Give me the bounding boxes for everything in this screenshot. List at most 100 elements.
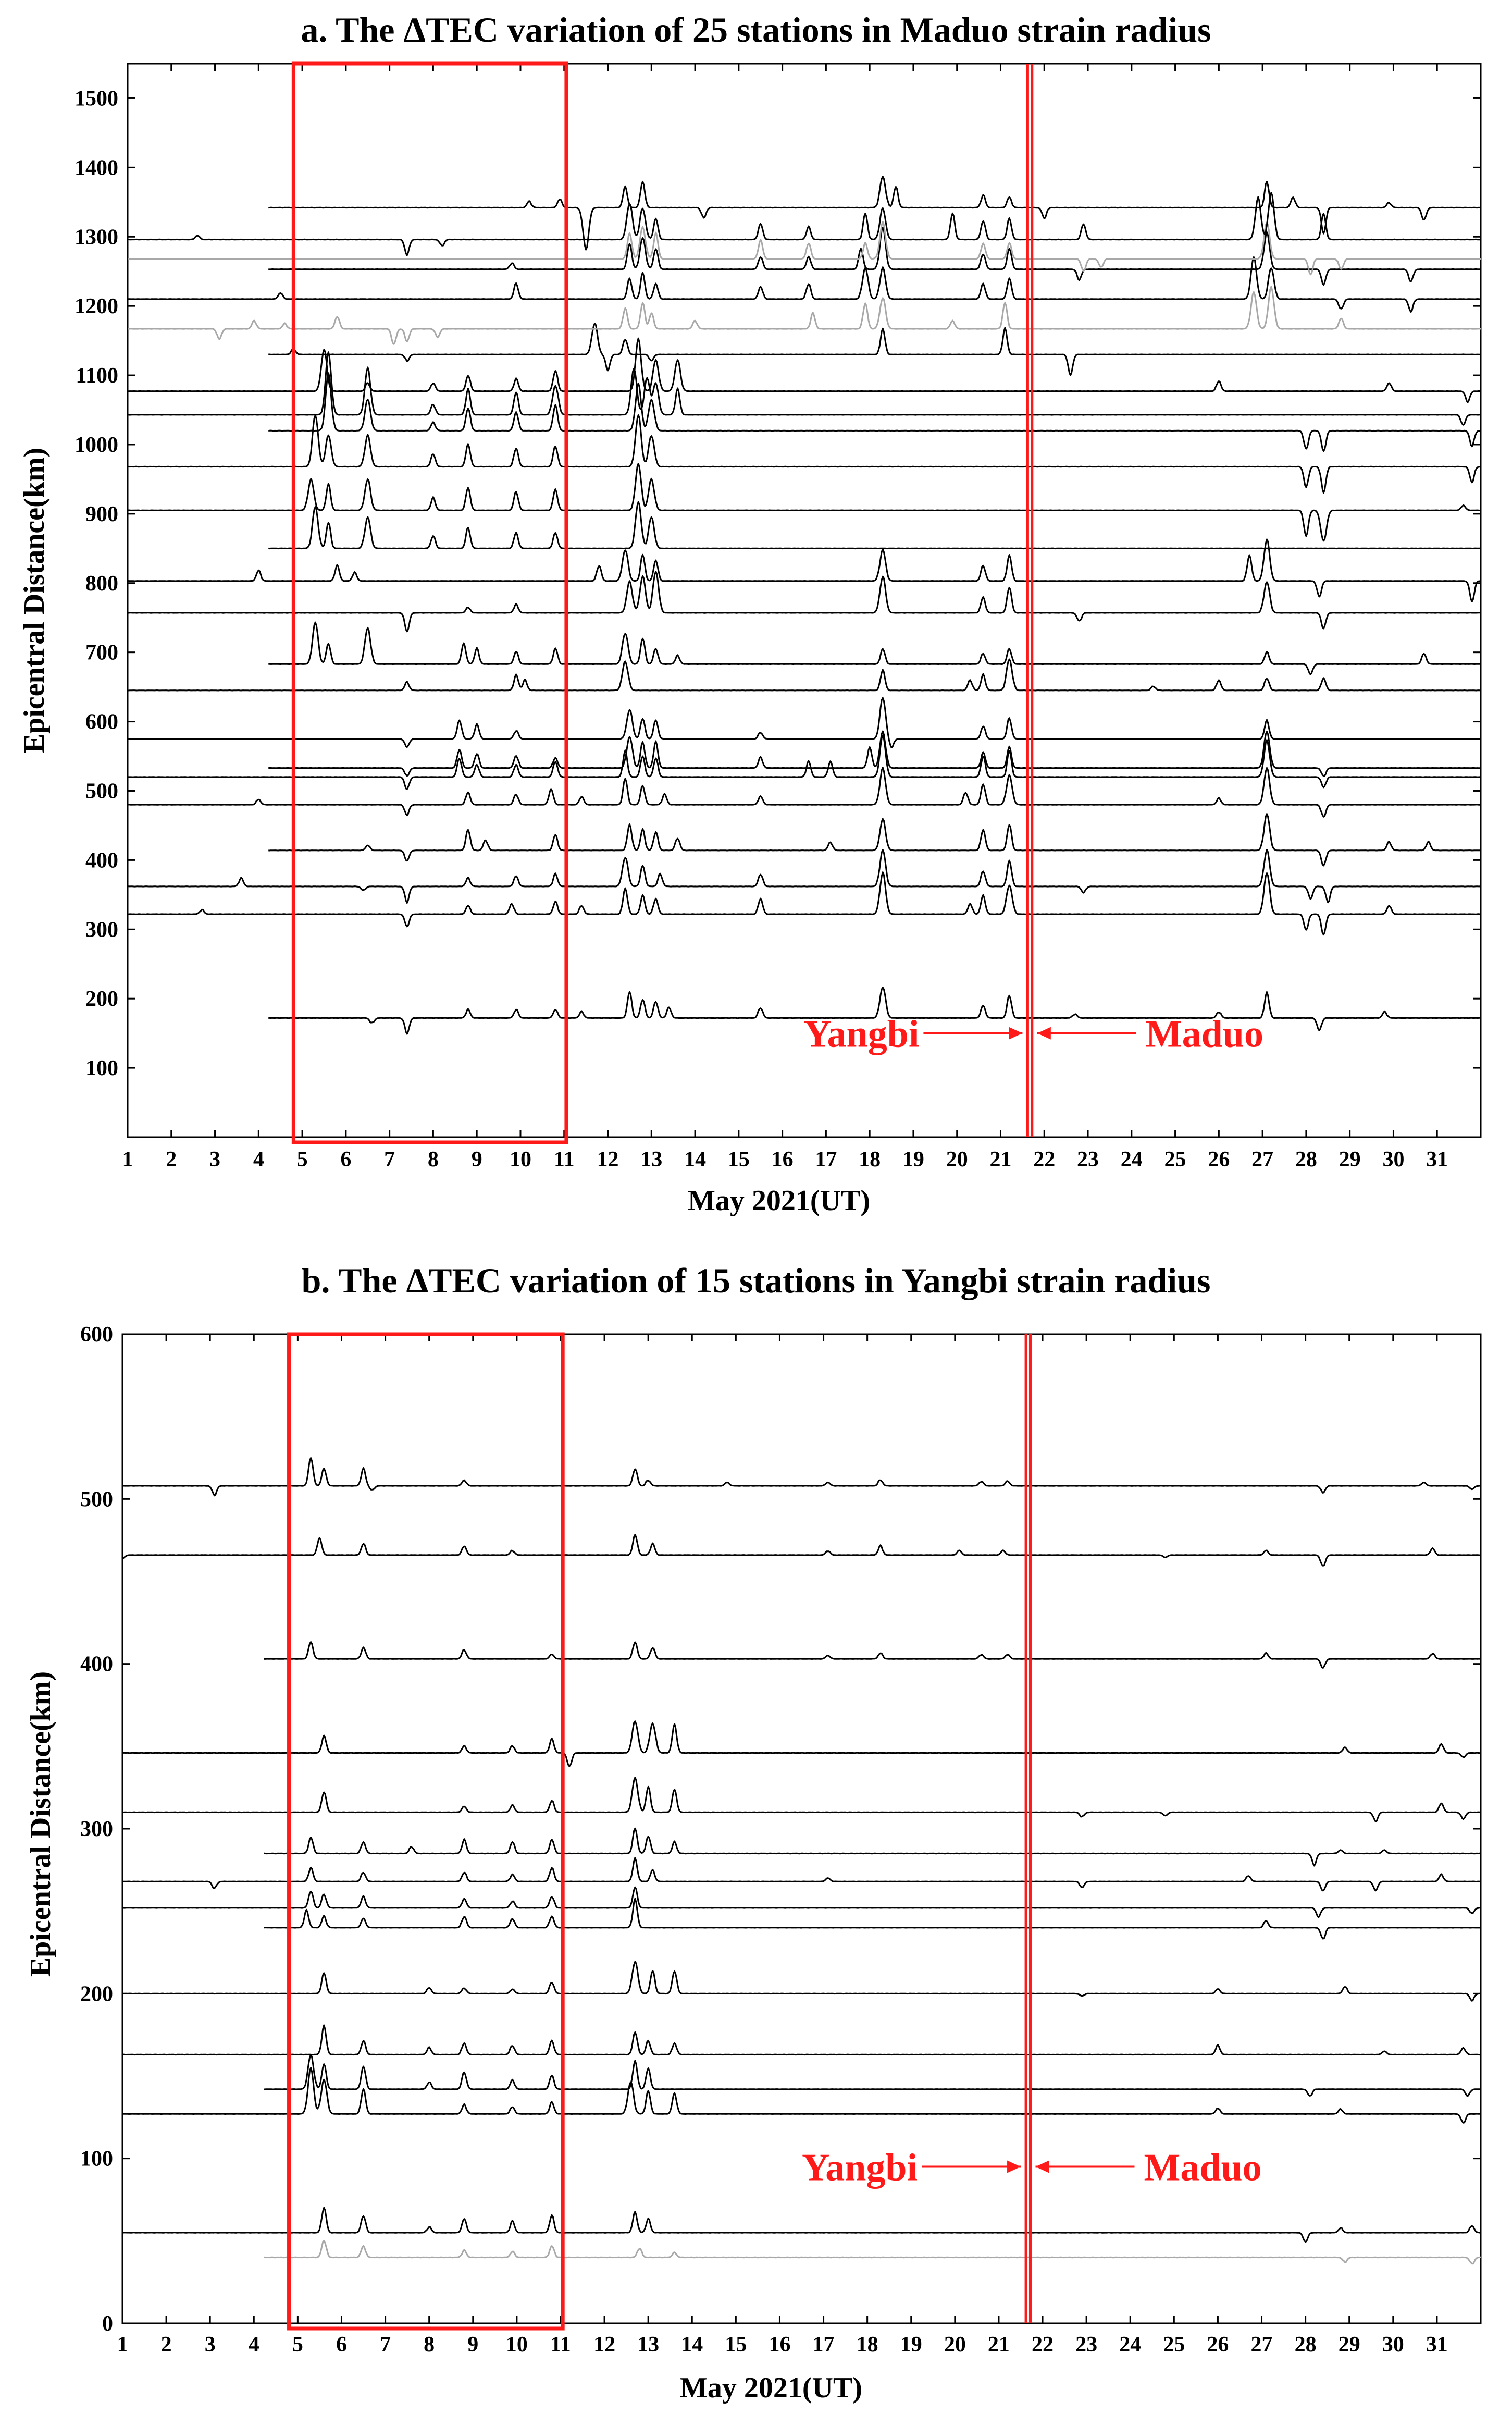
x-tick-label: 24	[1121, 1148, 1143, 1172]
y-tick-label: 200	[80, 1982, 113, 2006]
y-tick-label: 1400	[75, 156, 118, 180]
x-tick-label: 23	[1075, 2333, 1097, 2357]
station-trace	[127, 256, 1481, 313]
y-tick-label: 1500	[75, 87, 118, 110]
station-trace	[127, 221, 1481, 276]
station-trace	[264, 1641, 1481, 1669]
y-tick-label: 1200	[75, 294, 118, 318]
x-tick-label: 25	[1164, 1148, 1186, 1172]
yangbi-label: Yangbi	[803, 1013, 919, 1056]
station-trace	[122, 1961, 1481, 2002]
highlight-box	[291, 61, 568, 1144]
y-tick-label: 100	[85, 1056, 118, 1080]
x-tick-label: 21	[988, 2333, 1010, 2357]
x-tick-label: 10	[506, 2333, 528, 2357]
yangbi-label: Yangbi	[802, 2146, 918, 2189]
panel-b-x-axis-label: May 2021(UT)	[680, 2372, 862, 2404]
y-tick-label: 700	[85, 641, 118, 665]
station-trace	[127, 463, 1481, 542]
x-tick-label: 9	[472, 1148, 482, 1172]
x-tick-label: 17	[813, 2333, 835, 2357]
y-tick-label: 200	[85, 987, 118, 1011]
x-tick-label: 26	[1207, 2333, 1229, 2357]
x-tick-label: 4	[249, 2333, 259, 2357]
y-tick-label: 600	[85, 710, 118, 734]
station-trace	[127, 871, 1481, 936]
x-tick-label: 11	[550, 2333, 571, 2357]
y-tick-label: 400	[85, 848, 118, 872]
x-tick-label: 18	[857, 2333, 878, 2357]
panel-b-overlays: Yangbi Maduo	[287, 1332, 1262, 2331]
station-trace	[268, 621, 1481, 675]
panel-b-x-ticks: 1 2 3 4 5 6 7 8 9 10 11 12 13 14 15 16 17 18 19 20 21 22 23 24 2…	[117, 1334, 1448, 2357]
panel-b: b. The ΔTEC variation of 15 stations in …	[24, 1261, 1482, 2404]
station-trace	[127, 734, 1481, 790]
y-tick-label: 1300	[75, 225, 118, 249]
x-tick-label: 30	[1382, 2333, 1404, 2357]
x-tick-label: 10	[510, 1148, 531, 1172]
x-tick-label: 26	[1208, 1148, 1230, 1172]
x-tick-label: 27	[1251, 2333, 1273, 2357]
x-tick-label: 20	[946, 1148, 968, 1172]
x-tick-label: 18	[859, 1148, 881, 1172]
panel-a-x-axis-label: May 2021(UT)	[688, 1185, 870, 1217]
station-trace	[268, 323, 1481, 376]
y-tick-label: 400	[80, 1653, 113, 1677]
station-trace	[122, 1777, 1481, 1822]
panel-a-y-axis-label: Epicentral Distance(km)	[18, 448, 51, 753]
x-tick-label: 23	[1077, 1148, 1099, 1172]
panel-a-y-ticks: 100 200 300 400 500 600 700 800 900 1000 1100 1200 1…	[75, 87, 1481, 1080]
y-tick-label: 800	[85, 572, 118, 596]
station-trace	[122, 1857, 1481, 1892]
panel-a-x-ticks: 1 2 3 4 5 6 7 8 9 10 11 12 13 14 15 16 17 18 19 20 21 22 23 24 2…	[122, 64, 1448, 1172]
station-trace	[268, 227, 1481, 286]
y-tick-label: 300	[85, 918, 118, 942]
station-trace	[127, 414, 1481, 494]
panel-a-overlays: Yangbi Maduo	[291, 61, 1263, 1144]
x-tick-label: 31	[1426, 1148, 1448, 1172]
yangbi-arrow-head	[1009, 1027, 1023, 1040]
x-tick-label: 1	[117, 2333, 128, 2357]
x-tick-label: 5	[297, 1148, 308, 1172]
station-trace	[263, 2240, 1481, 2265]
x-tick-label: 19	[900, 2333, 922, 2357]
station-trace	[127, 192, 1481, 256]
station-trace	[122, 1534, 1481, 1567]
panel-a: a. The ΔTEC variation of 25 stations in …	[18, 10, 1482, 1217]
station-trace	[122, 1886, 1481, 1918]
y-tick-label: 500	[85, 779, 118, 803]
x-tick-label: 19	[902, 1148, 924, 1172]
station-trace	[127, 658, 1481, 692]
x-tick-label: 3	[205, 2333, 216, 2357]
x-tick-label: 2	[166, 1148, 177, 1172]
station-trace	[268, 813, 1481, 867]
station-trace	[127, 697, 1481, 748]
station-trace	[264, 1827, 1481, 1867]
station-trace	[127, 571, 1481, 633]
panel-a-traces	[127, 176, 1481, 1035]
x-tick-label: 20	[944, 2333, 966, 2357]
station-trace	[268, 987, 1481, 1035]
x-tick-label: 9	[467, 2333, 478, 2357]
x-tick-label: 15	[725, 2333, 747, 2357]
x-tick-label: 16	[769, 2333, 790, 2357]
x-tick-label: 8	[424, 2333, 435, 2357]
x-tick-label: 22	[1033, 1148, 1055, 1172]
x-tick-label: 5	[292, 2333, 303, 2357]
y-tick-label: 900	[85, 502, 118, 526]
x-tick-label: 2	[161, 2333, 172, 2357]
x-tick-label: 25	[1163, 2333, 1185, 2357]
x-tick-label: 30	[1382, 1148, 1404, 1172]
highlight-box	[287, 1332, 565, 2331]
panel-b-title: b. The ΔTEC variation of 15 stations in …	[302, 1261, 1211, 1300]
station-trace	[127, 351, 1481, 426]
station-trace	[122, 1720, 1481, 1767]
x-tick-label: 6	[336, 2333, 347, 2357]
x-tick-label: 24	[1119, 2333, 1141, 2357]
panel-b-traces	[122, 1457, 1481, 2265]
x-tick-label: 12	[597, 1148, 619, 1172]
station-trace	[128, 337, 1481, 403]
x-tick-label: 13	[637, 2333, 659, 2357]
x-tick-label: 15	[728, 1148, 750, 1172]
